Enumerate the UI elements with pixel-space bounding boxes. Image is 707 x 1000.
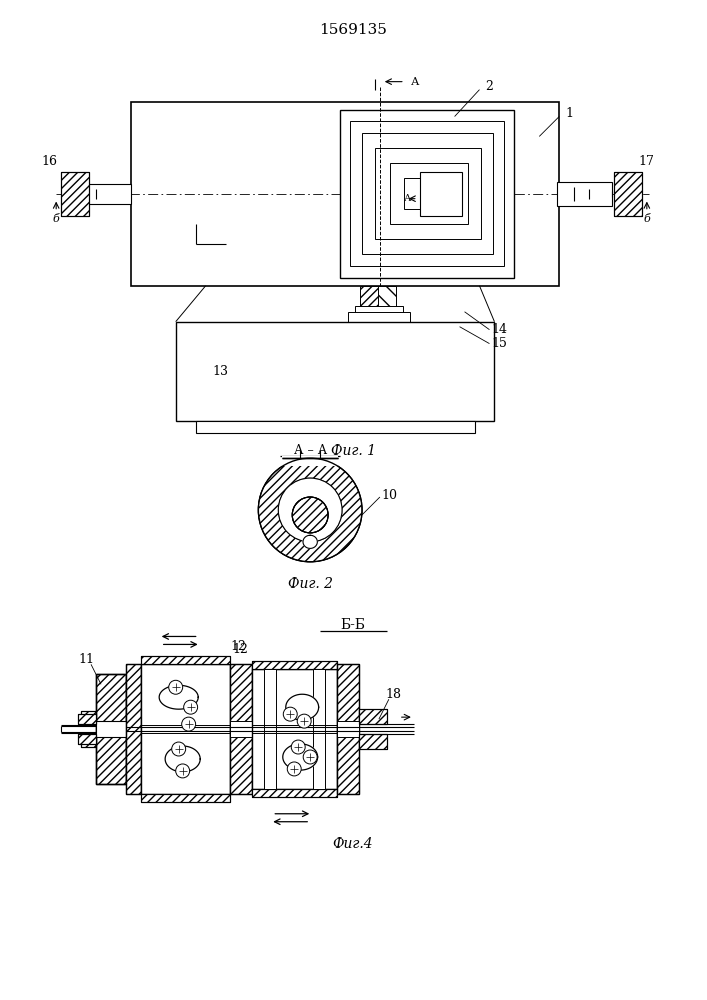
Bar bbox=[348, 312, 410, 324]
Polygon shape bbox=[286, 694, 319, 720]
Bar bbox=[141, 656, 230, 664]
Circle shape bbox=[291, 740, 305, 754]
Bar bbox=[252, 661, 337, 669]
Bar bbox=[81, 735, 96, 747]
Bar bbox=[81, 711, 96, 723]
Bar bbox=[614, 172, 642, 216]
Polygon shape bbox=[303, 535, 317, 548]
Circle shape bbox=[303, 750, 317, 764]
Bar bbox=[141, 656, 230, 664]
Bar bbox=[359, 734, 387, 749]
Text: Фиг. 2: Фиг. 2 bbox=[288, 577, 333, 591]
Bar bbox=[359, 709, 387, 724]
Bar bbox=[81, 735, 96, 747]
Bar bbox=[252, 669, 337, 789]
Bar bbox=[282, 456, 338, 466]
Bar bbox=[78, 714, 96, 724]
Bar bbox=[355, 306, 403, 314]
Text: 1: 1 bbox=[565, 107, 573, 120]
Text: 12: 12 bbox=[230, 640, 247, 653]
Polygon shape bbox=[283, 744, 317, 770]
Bar bbox=[375, 148, 481, 239]
Bar bbox=[230, 664, 252, 794]
Bar bbox=[350, 121, 504, 266]
Bar bbox=[252, 789, 337, 797]
Bar bbox=[390, 163, 467, 224]
Circle shape bbox=[182, 717, 196, 731]
Text: 18: 18 bbox=[386, 688, 402, 701]
Circle shape bbox=[292, 497, 328, 533]
Circle shape bbox=[172, 742, 186, 756]
Text: 1569135: 1569135 bbox=[319, 23, 387, 37]
Bar bbox=[337, 721, 359, 737]
Bar bbox=[230, 664, 252, 794]
Text: 11: 11 bbox=[78, 653, 94, 666]
Bar bbox=[557, 182, 612, 206]
Text: Б-Б: Б-Б bbox=[341, 618, 366, 632]
Text: 2: 2 bbox=[486, 80, 493, 93]
Bar bbox=[78, 734, 96, 744]
Bar bbox=[264, 669, 276, 789]
Bar bbox=[141, 794, 230, 802]
Bar bbox=[86, 184, 131, 204]
Text: Фиг.4: Фиг.4 bbox=[333, 837, 373, 851]
Text: б: б bbox=[643, 214, 650, 224]
Circle shape bbox=[287, 762, 301, 776]
Bar bbox=[61, 172, 89, 216]
Text: б: б bbox=[53, 214, 59, 224]
Bar bbox=[78, 734, 96, 744]
Text: А – А: А – А bbox=[293, 444, 327, 457]
Polygon shape bbox=[165, 746, 200, 772]
Bar bbox=[141, 794, 230, 802]
Bar bbox=[420, 172, 462, 216]
Text: А: А bbox=[411, 77, 419, 87]
Bar bbox=[252, 789, 337, 797]
Circle shape bbox=[169, 680, 182, 694]
Bar bbox=[378, 286, 396, 308]
Bar bbox=[313, 669, 325, 789]
Bar bbox=[126, 664, 141, 794]
Bar bbox=[337, 664, 359, 794]
Text: Фиг. 1: Фиг. 1 bbox=[330, 444, 375, 458]
Bar bbox=[360, 286, 378, 308]
Circle shape bbox=[176, 764, 189, 778]
Bar bbox=[78, 714, 96, 724]
Circle shape bbox=[297, 714, 311, 728]
Text: 17: 17 bbox=[639, 155, 655, 168]
Bar bbox=[81, 711, 96, 723]
Bar bbox=[96, 674, 126, 784]
Bar bbox=[359, 734, 387, 749]
Bar bbox=[96, 721, 126, 737]
Bar bbox=[131, 102, 559, 286]
Wedge shape bbox=[258, 458, 362, 562]
Bar bbox=[230, 721, 252, 737]
Bar bbox=[337, 664, 359, 794]
Bar bbox=[96, 674, 126, 784]
Bar bbox=[359, 709, 387, 724]
Circle shape bbox=[284, 707, 297, 721]
Bar bbox=[126, 664, 141, 794]
Text: 14: 14 bbox=[491, 323, 508, 336]
Circle shape bbox=[184, 700, 198, 714]
Bar bbox=[176, 322, 494, 421]
Bar bbox=[61, 172, 89, 216]
Circle shape bbox=[258, 458, 362, 562]
Text: 13: 13 bbox=[213, 365, 228, 378]
Text: 10: 10 bbox=[382, 489, 398, 502]
Bar bbox=[614, 172, 642, 216]
Bar bbox=[141, 664, 230, 794]
Bar bbox=[196, 421, 474, 433]
Text: 16: 16 bbox=[41, 155, 57, 168]
Text: 12: 12 bbox=[233, 643, 248, 656]
Bar bbox=[340, 110, 515, 278]
Circle shape bbox=[279, 478, 342, 542]
Text: А: А bbox=[404, 194, 411, 203]
Bar bbox=[252, 661, 337, 669]
Text: 15: 15 bbox=[491, 337, 508, 350]
Polygon shape bbox=[159, 685, 198, 709]
Bar bbox=[404, 178, 452, 209]
Bar bbox=[362, 133, 493, 254]
